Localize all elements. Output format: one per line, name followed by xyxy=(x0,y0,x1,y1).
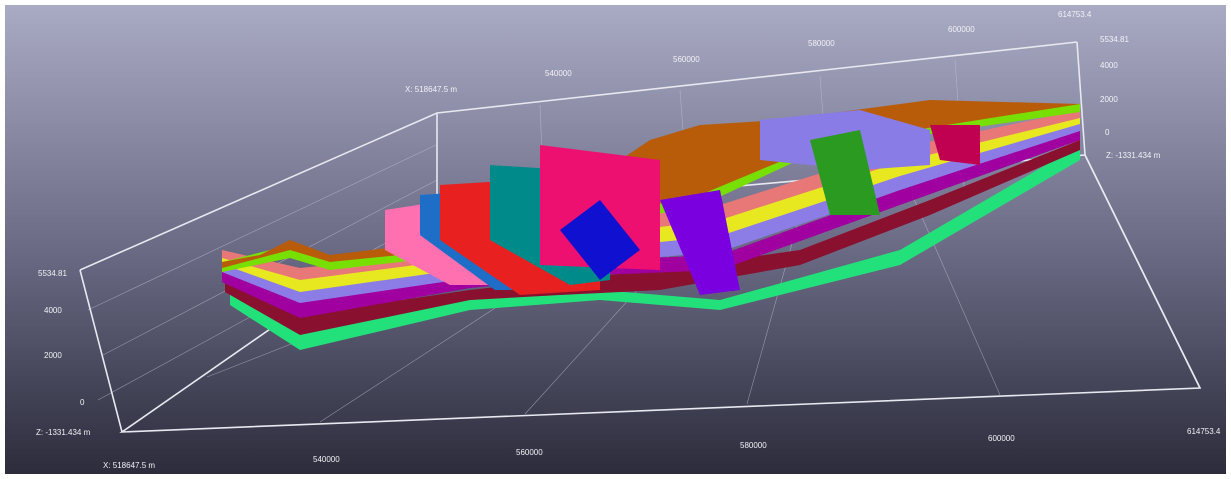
axis-label: Z: -1331.434 m xyxy=(1106,151,1161,160)
axis-label: 4000 xyxy=(1100,61,1118,70)
axis-label: 4000 xyxy=(44,306,62,315)
bottom-x-axis: X: 518647.5 m 540000 560000 580000 60000… xyxy=(103,427,1221,470)
axis-label: 540000 xyxy=(313,455,340,464)
axis-label: 540000 xyxy=(545,69,572,78)
axis-label: 5534.81 xyxy=(1100,35,1129,44)
axis-label: 0 xyxy=(80,398,85,407)
axis-label: X: 518647.5 m xyxy=(103,461,155,470)
axis-label: 580000 xyxy=(740,441,767,450)
axis-label: 580000 xyxy=(808,39,835,48)
axis-label: 600000 xyxy=(988,434,1015,443)
left-z-axis: 5534.81 4000 2000 0 Z: -1331.434 m xyxy=(36,269,91,437)
axis-label: 614753.4 xyxy=(1058,10,1092,19)
top-x-axis: X: 518647.5 m 540000 560000 580000 60000… xyxy=(405,10,1092,94)
geology-surfaces xyxy=(222,100,1080,350)
axis-label: 0 xyxy=(1105,128,1110,137)
axis-label: 5534.81 xyxy=(38,269,67,278)
axis-label: 600000 xyxy=(948,25,975,34)
axis-label: 560000 xyxy=(673,55,700,64)
axis-label: X: 518647.5 m xyxy=(405,85,457,94)
right-z-axis: 5534.81 4000 2000 0 Z: -1331.434 m xyxy=(1100,35,1161,160)
axis-label: 2000 xyxy=(44,351,62,360)
axis-label: Z: -1331.434 m xyxy=(36,428,91,437)
axis-label: 2000 xyxy=(1100,95,1118,104)
axis-label: 614753.4 xyxy=(1187,427,1221,436)
axis-label: 560000 xyxy=(516,448,543,457)
